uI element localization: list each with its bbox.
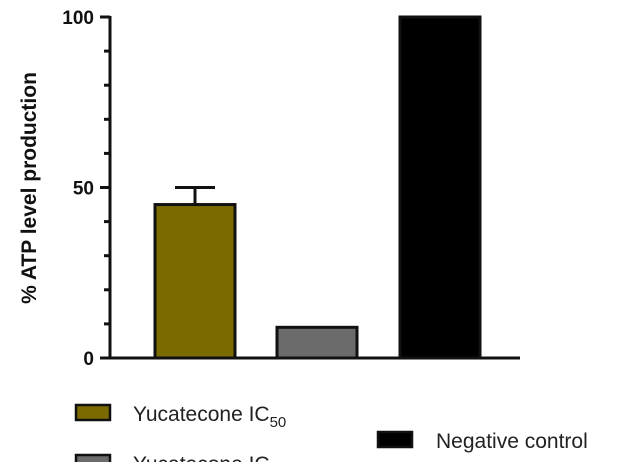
legend-swatch — [376, 430, 414, 449]
y-axis-label: % ATP level production — [18, 72, 41, 304]
legend-item: Yucatecone IC — [74, 453, 270, 462]
bar — [153, 203, 237, 360]
legend-label: Yucatecone IC — [133, 453, 270, 462]
bar — [275, 325, 359, 360]
legend-swatch — [74, 453, 112, 462]
legend-label: Negative control — [436, 430, 588, 453]
y-tick-label: 0 — [83, 349, 94, 370]
legend-item: Yucatecone IC50 — [74, 403, 286, 431]
bar — [398, 15, 482, 360]
legend-label-subscript: 50 — [270, 414, 287, 431]
legend-swatch — [74, 403, 112, 422]
legend-item: Negative control — [376, 430, 588, 453]
y-tick-label: 50 — [73, 179, 94, 200]
y-tick-label: 100 — [62, 8, 94, 29]
legend-label: Yucatecone IC50 — [133, 403, 286, 431]
